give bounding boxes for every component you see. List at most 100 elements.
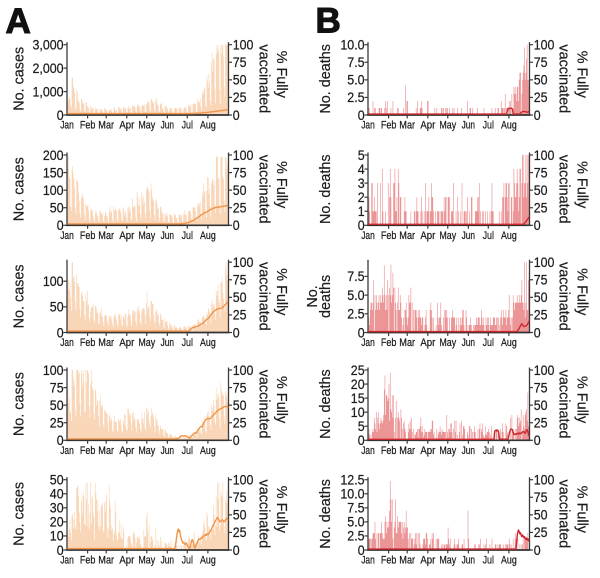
svg-text:May: May — [138, 555, 155, 567]
svg-text:No. cases: No. cases — [11, 372, 27, 436]
svg-text:7.5: 7.5 — [347, 269, 364, 284]
svg-text:0: 0 — [233, 108, 240, 123]
svg-text:% Fully: % Fully — [573, 376, 589, 424]
svg-text:Apr: Apr — [119, 337, 134, 349]
svg-text:0: 0 — [534, 433, 541, 448]
svg-text:10: 10 — [351, 405, 365, 420]
svg-text:Mar: Mar — [399, 555, 415, 567]
svg-text:Apr: Apr — [119, 445, 134, 457]
svg-text:Mar: Mar — [98, 445, 114, 457]
svg-text:Feb: Feb — [80, 120, 96, 132]
svg-text:deaths: deaths — [318, 275, 334, 318]
svg-text:% Fully: % Fully — [573, 486, 589, 534]
svg-text:75: 75 — [534, 273, 548, 288]
svg-text:Mar: Mar — [399, 445, 415, 457]
svg-text:vaccinated: vaccinated — [556, 155, 572, 224]
svg-text:Apr: Apr — [420, 230, 435, 242]
svg-text:0: 0 — [57, 543, 64, 558]
svg-text:vaccinated: vaccinated — [556, 44, 572, 113]
svg-text:Apr: Apr — [420, 555, 435, 567]
svg-text:Feb: Feb — [80, 337, 96, 349]
svg-text:No. deaths: No. deaths — [318, 369, 334, 439]
svg-text:20: 20 — [50, 515, 64, 530]
svg-text:5: 5 — [358, 419, 365, 434]
svg-text:Feb: Feb — [80, 445, 96, 457]
svg-text:50: 50 — [534, 508, 548, 523]
svg-text:% Fully: % Fully — [573, 268, 589, 316]
svg-text:Jun: Jun — [462, 337, 475, 349]
svg-text:Apr: Apr — [420, 445, 435, 457]
svg-text:5: 5 — [358, 148, 365, 163]
svg-text:No.: No. — [305, 285, 321, 307]
svg-text:75: 75 — [233, 490, 247, 505]
svg-text:Jun: Jun — [161, 337, 174, 349]
svg-text:Jan: Jan — [361, 120, 375, 132]
svg-text:Apr: Apr — [119, 555, 134, 567]
svg-text:5.0: 5.0 — [347, 515, 364, 530]
svg-text:Jun: Jun — [161, 120, 174, 132]
svg-text:0: 0 — [534, 325, 541, 340]
svg-text:50: 50 — [50, 201, 64, 216]
svg-text:25: 25 — [233, 201, 247, 216]
svg-text:1: 1 — [358, 204, 365, 219]
svg-text:Jan: Jan — [361, 445, 375, 457]
svg-text:50: 50 — [233, 73, 247, 88]
svg-text:200: 200 — [43, 148, 64, 163]
svg-text:10.0: 10.0 — [340, 38, 364, 53]
svg-text:50: 50 — [50, 473, 64, 488]
svg-text:Aug: Aug — [200, 230, 216, 242]
svg-text:Feb: Feb — [381, 120, 397, 132]
svg-text:Jul: Jul — [483, 555, 494, 567]
svg-text:May: May — [439, 230, 456, 242]
svg-text:7.5: 7.5 — [347, 501, 364, 516]
svg-text:0: 0 — [57, 325, 64, 340]
svg-text:Jun: Jun — [161, 555, 174, 567]
svg-text:% Fully: % Fully — [273, 486, 289, 534]
svg-text:7.5: 7.5 — [347, 55, 364, 70]
svg-text:25: 25 — [534, 308, 548, 323]
svg-text:May: May — [439, 445, 456, 457]
svg-text:150: 150 — [43, 165, 64, 180]
svg-text:Apr: Apr — [119, 120, 134, 132]
svg-text:0: 0 — [57, 218, 64, 233]
svg-text:Mar: Mar — [98, 337, 114, 349]
svg-text:Aug: Aug — [200, 120, 216, 132]
svg-text:May: May — [138, 337, 155, 349]
svg-text:Jul: Jul — [182, 555, 193, 567]
svg-text:50: 50 — [233, 183, 247, 198]
svg-text:100: 100 — [233, 148, 254, 163]
svg-text:% Fully: % Fully — [573, 161, 589, 209]
svg-text:10: 10 — [50, 529, 64, 544]
svg-text:100: 100 — [534, 148, 555, 163]
svg-text:75: 75 — [233, 165, 247, 180]
svg-text:vaccinated: vaccinated — [556, 262, 572, 331]
svg-text:Aug: Aug — [200, 445, 216, 457]
svg-text:50: 50 — [534, 290, 548, 305]
svg-text:A: A — [6, 2, 31, 41]
svg-text:Feb: Feb — [80, 230, 96, 242]
svg-text:100: 100 — [233, 38, 254, 53]
svg-text:Jun: Jun — [462, 230, 475, 242]
svg-text:0: 0 — [57, 108, 64, 123]
svg-text:May: May — [439, 337, 456, 349]
svg-text:Jul: Jul — [483, 120, 494, 132]
svg-text:10.0: 10.0 — [340, 487, 364, 502]
svg-text:75: 75 — [233, 273, 247, 288]
svg-text:25: 25 — [534, 525, 548, 540]
svg-text:Apr: Apr — [420, 337, 435, 349]
svg-text:Mar: Mar — [98, 120, 114, 132]
svg-text:100: 100 — [233, 363, 254, 378]
svg-text:5.0: 5.0 — [347, 288, 364, 303]
svg-text:Feb: Feb — [381, 555, 397, 567]
svg-text:0: 0 — [233, 543, 240, 558]
svg-text:Mar: Mar — [399, 120, 415, 132]
svg-text:100: 100 — [43, 274, 64, 289]
svg-text:Jul: Jul — [182, 230, 193, 242]
svg-text:Jan: Jan — [361, 230, 375, 242]
svg-text:% Fully: % Fully — [273, 161, 289, 209]
svg-text:0: 0 — [358, 218, 365, 233]
svg-text:No. deaths: No. deaths — [318, 479, 334, 549]
svg-text:Aug: Aug — [501, 445, 517, 457]
svg-text:25: 25 — [233, 308, 247, 323]
svg-text:3,000: 3,000 — [33, 38, 64, 53]
